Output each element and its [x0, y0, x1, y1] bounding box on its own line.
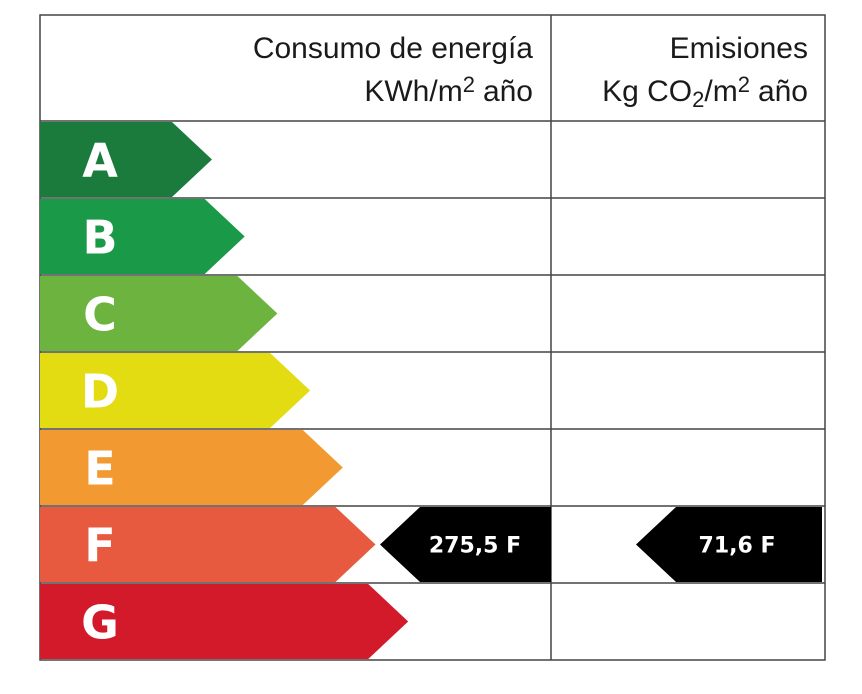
- emissions-indicator: [636, 507, 822, 582]
- energy-title: Consumo de energía: [253, 32, 533, 65]
- unit-mid: /m: [704, 75, 737, 108]
- rating-letter: B: [82, 211, 117, 265]
- rating-letter: G: [81, 596, 119, 650]
- sub: 2: [692, 87, 704, 112]
- emissions-title: Emisiones: [670, 32, 808, 65]
- sup: 2: [463, 72, 475, 97]
- rating-letter: E: [84, 442, 115, 496]
- rating-arrow: [40, 507, 376, 582]
- rating-arrow: [40, 430, 343, 505]
- rating-arrow: [40, 353, 311, 428]
- rating-arrow: [40, 276, 278, 351]
- energy-unit: KWh/m2 año: [364, 72, 533, 108]
- rating-arrow: [40, 199, 245, 274]
- rating-arrow: [40, 584, 409, 659]
- rating-letter: A: [82, 134, 118, 188]
- suffix: año: [483, 75, 533, 108]
- rating-letter: F: [84, 519, 115, 573]
- rating-letter: D: [81, 365, 119, 419]
- energy-indicator: [380, 507, 551, 582]
- unit: Kg CO: [602, 75, 692, 108]
- emissions-value: 71,6 F: [699, 534, 776, 559]
- sup: 2: [738, 72, 750, 97]
- unit: KWh/m: [364, 75, 462, 108]
- rating-letter: C: [83, 288, 117, 342]
- emissions-unit: Kg CO2/m2 año: [602, 72, 808, 112]
- rating-arrow: [40, 122, 212, 197]
- suffix: año: [758, 75, 808, 108]
- energy-value: 275,5 F: [429, 534, 521, 559]
